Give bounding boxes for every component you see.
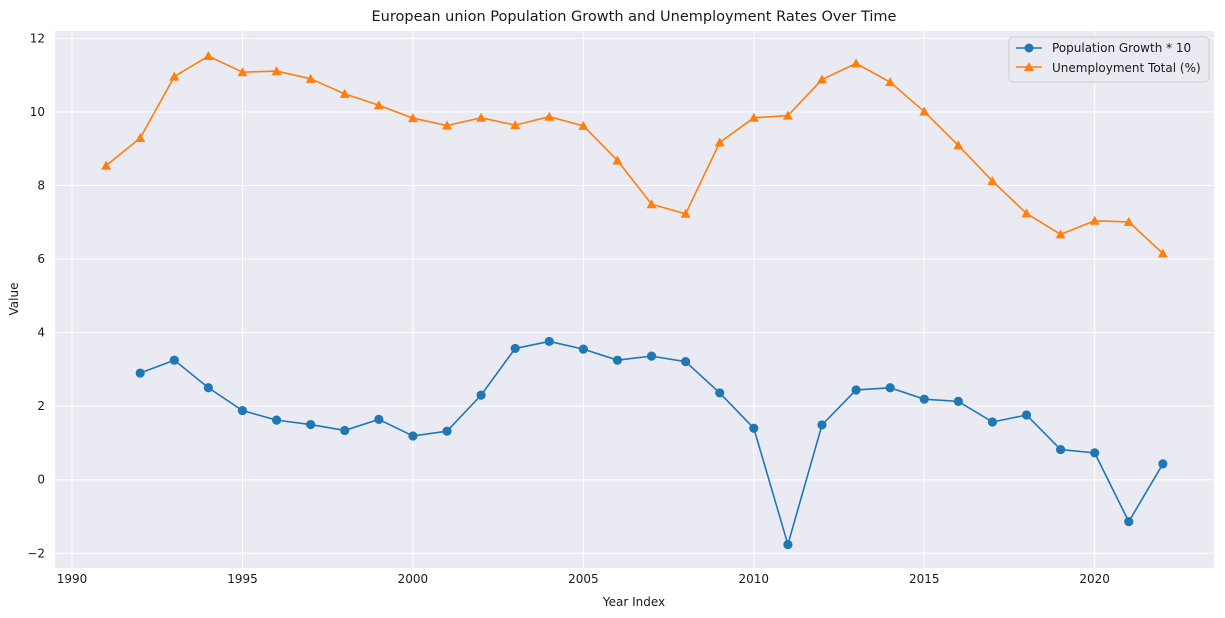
data-point (919, 394, 929, 404)
tick-labels: 1990 1995 2000 2005 2010 2015 2020 −2 0 2 4 6 8 10 12 (27, 31, 1110, 586)
y-tick-label: 12 (30, 31, 45, 45)
series-line (105, 55, 1164, 255)
data-point (544, 336, 554, 347)
data-point (851, 58, 862, 68)
data-point (271, 415, 282, 425)
data-point (578, 120, 589, 130)
data-point (612, 355, 623, 365)
data-point (544, 111, 555, 121)
data-point (1090, 448, 1100, 458)
data-point (680, 208, 691, 218)
data-point (305, 73, 316, 83)
data-point (510, 343, 520, 354)
data-point (1056, 444, 1066, 455)
legend: Population Growth * 10 Unemployment Tota… (1008, 36, 1210, 83)
x-tick-label: 2015 (909, 572, 940, 586)
x-tick-label: 2000 (398, 572, 429, 586)
y-tick-label: 0 (37, 473, 45, 487)
data-point (407, 113, 418, 123)
x-tick-label: 2005 (568, 572, 599, 586)
y-tick-label: −2 (27, 546, 45, 560)
data-point (816, 74, 827, 84)
data-point (612, 155, 623, 165)
data-point (885, 383, 895, 393)
data-point (1124, 517, 1134, 527)
data-point (339, 88, 350, 98)
data-point (1123, 216, 1134, 226)
data-point (237, 405, 248, 416)
data-point (510, 120, 521, 130)
data-point (749, 423, 759, 433)
data-point (1158, 459, 1168, 469)
data-point (476, 390, 486, 400)
data-point (715, 388, 725, 398)
data-point (203, 51, 214, 61)
data-point (373, 100, 384, 110)
series-unemployment-total (101, 51, 1168, 258)
data-point (135, 133, 146, 143)
data-point (646, 351, 657, 361)
data-point (442, 120, 453, 130)
data-point (169, 355, 179, 365)
data-point (953, 396, 963, 406)
x-axis-label: Year Index (602, 595, 665, 609)
series-layer (101, 51, 1168, 550)
data-point (782, 110, 793, 120)
data-point (374, 414, 384, 425)
x-tick-label: 2010 (739, 572, 770, 586)
data-point (306, 419, 316, 430)
legend-label-population: Population Growth * 10 (1052, 41, 1191, 55)
legend-marker-population (1024, 43, 1034, 53)
data-point (714, 137, 725, 147)
x-tick-label: 1995 (227, 572, 258, 586)
data-point (748, 112, 759, 122)
series-population-growth (135, 336, 1168, 550)
y-tick-label: 8 (37, 178, 45, 192)
data-point (1055, 229, 1066, 239)
data-point (817, 420, 827, 430)
data-point (783, 539, 793, 550)
data-point (135, 368, 145, 378)
y-tick-label: 10 (30, 105, 45, 119)
data-point (1089, 215, 1100, 225)
data-point (646, 199, 657, 209)
data-point (578, 344, 588, 354)
legend-marker-unemployment (1024, 62, 1034, 71)
legend-label-unemployment: Unemployment Total (%) (1052, 61, 1201, 75)
data-point (442, 426, 452, 436)
data-point (237, 67, 248, 77)
y-axis-label: Value (7, 283, 21, 316)
data-point (1021, 208, 1032, 218)
data-point (953, 140, 964, 150)
data-point (1021, 410, 1032, 420)
data-point (169, 71, 180, 81)
data-point (681, 357, 691, 367)
data-point (408, 431, 418, 441)
x-tick-label: 2020 (1079, 572, 1110, 586)
data-point (851, 385, 861, 395)
data-point (919, 106, 930, 116)
y-tick-label: 4 (37, 326, 45, 340)
plot-background (55, 31, 1214, 568)
y-tick-label: 6 (37, 252, 45, 266)
data-point (203, 383, 213, 393)
chart-title: European union Population Growth and Une… (372, 9, 897, 25)
y-tick-label: 2 (37, 399, 45, 413)
data-point (476, 112, 487, 122)
data-point (987, 417, 998, 427)
legend-box (1008, 36, 1210, 83)
data-point (340, 425, 350, 436)
x-tick-label: 1990 (57, 572, 88, 586)
data-point (1157, 248, 1168, 258)
data-point (271, 66, 282, 76)
data-point (987, 176, 998, 186)
data-point (885, 77, 896, 87)
data-point (101, 160, 112, 170)
